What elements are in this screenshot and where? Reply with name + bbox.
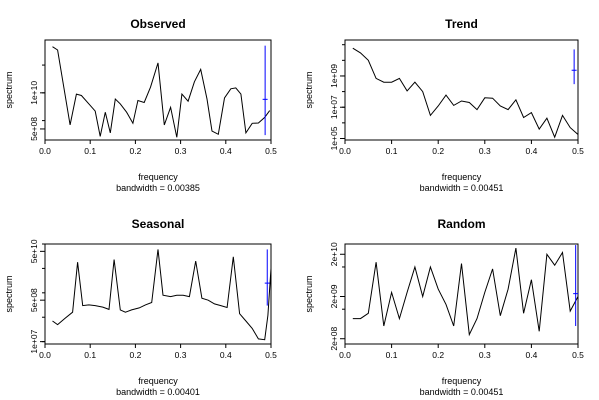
chart-panel-trend: Trend 0.0 0.1 0.2 0.3 0.4 0.5 1e+05 1e+07 1e+09 sp… <box>304 17 584 193</box>
spectrum-series-line <box>52 249 272 341</box>
x-tick-label: 0.1 <box>84 146 96 156</box>
y-tick-label: 1e+09 <box>329 64 339 88</box>
x-tick-label: 0.1 <box>386 146 398 156</box>
bandwidth-label: bandwidth = 0.00401 <box>116 387 200 397</box>
y-tick-label: 5e+10 <box>29 239 39 263</box>
y-tick-label: 1e+07 <box>29 329 39 353</box>
x-tick-label: 0.4 <box>220 350 232 360</box>
x-tick-label: 0.2 <box>432 146 444 156</box>
chart-title: Random <box>438 217 486 231</box>
x-tick-label: 0.0 <box>339 350 351 360</box>
y-axis-label: spectrum <box>304 71 314 108</box>
chart-title: Observed <box>130 17 185 31</box>
y-tick-label: 1e+10 <box>29 81 39 105</box>
x-tick-label: 0.5 <box>265 350 277 360</box>
y-tick-label: 1e+05 <box>329 126 339 150</box>
x-tick-label: 0.5 <box>572 350 584 360</box>
x-axis-label: frequency <box>442 376 482 386</box>
x-tick-label: 0.0 <box>39 350 51 360</box>
x-tick-label: 0.0 <box>39 146 51 156</box>
x-tick-label: 0.3 <box>175 146 187 156</box>
plot-frame <box>44 39 272 141</box>
plot-frame <box>344 39 579 141</box>
x-tick-label: 0.2 <box>129 350 141 360</box>
bandwidth-label: bandwidth = 0.00451 <box>420 183 504 193</box>
spectrum-series-line <box>52 46 271 138</box>
chart-title: Seasonal <box>132 217 185 231</box>
x-tick-label: 0.1 <box>84 350 96 360</box>
chart-title: Trend <box>445 17 478 31</box>
x-tick-label: 0.3 <box>479 350 491 360</box>
y-tick-label: 5e+08 <box>29 288 39 312</box>
x-tick-label: 0.5 <box>265 146 277 156</box>
y-tick-label: 5e+08 <box>29 117 39 141</box>
chart-panel-random: Random 0.0 0.1 0.2 0.3 0.4 0.5 2e+08 2e+09 2e+10 s… <box>304 217 584 397</box>
x-axis-label: frequency <box>138 172 178 182</box>
spectrum-series-line <box>352 248 579 337</box>
y-axis-label: spectrum <box>4 71 14 108</box>
x-tick-label: 0.0 <box>339 146 351 156</box>
y-tick-label: 1e+07 <box>329 95 339 119</box>
bandwidth-label: bandwidth = 0.00451 <box>420 387 504 397</box>
x-tick-label: 0.2 <box>129 146 141 156</box>
x-tick-label: 0.4 <box>220 146 232 156</box>
x-tick-label: 0.1 <box>386 350 398 360</box>
x-axis-label: frequency <box>442 172 482 182</box>
x-tick-label: 0.3 <box>175 350 187 360</box>
x-tick-label: 0.2 <box>432 350 444 360</box>
bandwidth-label: bandwidth = 0.00385 <box>116 183 200 193</box>
y-tick-label: 2e+09 <box>329 284 339 308</box>
y-tick-label: 2e+08 <box>329 327 339 351</box>
spectrum-series-line <box>352 47 579 139</box>
x-axis-label: frequency <box>138 376 178 386</box>
x-tick-label: 0.4 <box>525 146 537 156</box>
y-axis-label: spectrum <box>304 275 314 312</box>
y-axis-label: spectrum <box>4 275 14 312</box>
x-tick-label: 0.3 <box>479 146 491 156</box>
plot-frame <box>44 243 272 345</box>
x-tick-label: 0.5 <box>572 146 584 156</box>
x-tick-label: 0.4 <box>525 350 537 360</box>
chart-panel-seasonal: Seasonal 0.0 0.1 0.2 0.3 0.4 0.5 1e+07 5e+08 5e+1… <box>4 217 277 397</box>
y-tick-label: 2e+10 <box>329 242 339 266</box>
chart-panel-observed: Observed 0.0 0.1 0.2 0.3 0.4 0.5 5e+08 1e+10 spec… <box>4 17 277 193</box>
